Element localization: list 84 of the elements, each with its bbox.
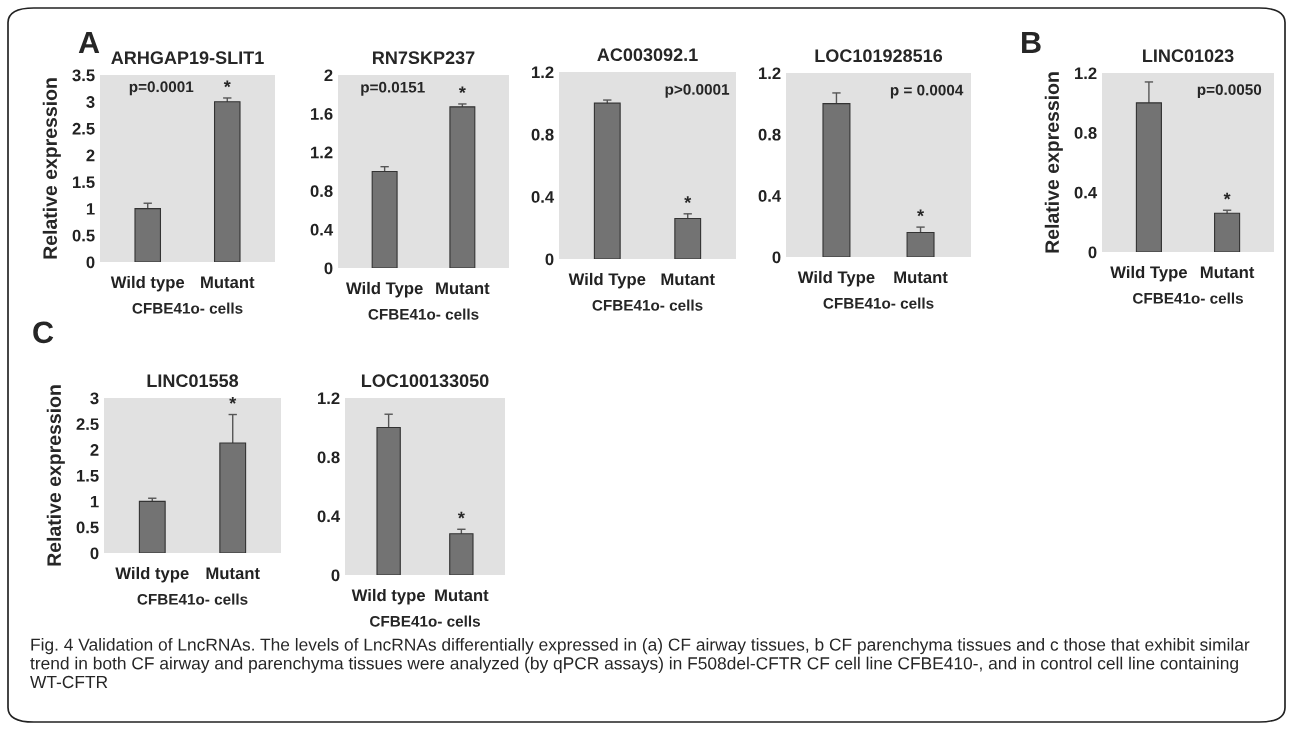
chart-title: LINC01023 xyxy=(1143,49,1234,63)
y-tick-label: 0.4 xyxy=(310,223,334,236)
y-tick-label: 1.6 xyxy=(311,108,333,120)
y-tick-label: 1 xyxy=(90,495,99,508)
y-tick-label: 1.2 xyxy=(759,67,781,80)
x-tick-label: Mutant xyxy=(206,567,260,580)
y-tick-label: 3 xyxy=(86,96,95,108)
y-axis-title: Relative expression xyxy=(46,385,65,566)
annotation: p=0.0001 xyxy=(129,81,194,96)
chart-title: AC003092.1 xyxy=(597,48,698,62)
annotation: * xyxy=(458,86,466,94)
y-tick-label: 2.5 xyxy=(72,122,95,135)
x-axis-title: CFBE41o- cells xyxy=(132,302,243,314)
annotation: p=0.0050 xyxy=(1197,84,1262,99)
y-tick-label: 0.8 xyxy=(531,128,554,141)
y-axis-title: Relative expression xyxy=(42,78,61,259)
y-tick-label: 0.5 xyxy=(76,521,99,534)
y-tick-label: 1.5 xyxy=(73,176,95,189)
y-tick-label: 0 xyxy=(772,251,781,264)
x-axis-title: CFBE41o- cells xyxy=(370,615,480,627)
x-tick-label: Wild type xyxy=(115,566,189,583)
caption: Fig. 4 Validation of LncRNAs. The levels of LncRNAs differentially expressed in (a) CF airway tissues, b CF parenchyma tissues and c those that exhibit similar trend in both CF airway and parenchyma tissues were analyzed (by qPCR assays) in F508del-CFTR CF cell line CFBE410-, and in control cell line containing WT-CFTR xyxy=(30,638,1250,689)
annotation: * xyxy=(917,209,925,217)
y-tick-label: 0.4 xyxy=(758,190,782,202)
x-tick-label: Mutant xyxy=(894,271,948,284)
annotation: p>0.0001 xyxy=(665,83,730,98)
x-tick-label: Wild Type xyxy=(1110,265,1188,282)
y-tick-label: 0.8 xyxy=(1074,127,1097,139)
x-tick-label: Wild Type xyxy=(568,272,646,289)
x-tick-label: Wild type xyxy=(351,588,426,605)
y-tick-label: 0.4 xyxy=(531,191,555,203)
y-tick-label: 1.5 xyxy=(77,470,99,482)
y-tick-label: 0.8 xyxy=(758,128,781,141)
y-tick-label: 0 xyxy=(86,256,95,269)
x-tick-label: Mutant xyxy=(436,282,490,295)
y-tick-label: 0 xyxy=(1088,246,1097,259)
x-tick-label: Wild Type xyxy=(345,281,423,298)
y-tick-label: 1.2 xyxy=(1075,67,1097,80)
chart-title: ARHGAP19-SLIT1 xyxy=(111,51,264,65)
annotation: * xyxy=(229,396,237,404)
y-tick-label: 1.2 xyxy=(311,146,333,159)
y-tick-label: 0.5 xyxy=(72,229,95,242)
text: A xyxy=(78,31,100,53)
y-tick-label: 0 xyxy=(331,569,340,582)
x-tick-label: Mutant xyxy=(435,589,489,602)
y-tick-label: 0.4 xyxy=(317,510,341,523)
x-tick-label: Mutant xyxy=(661,273,715,286)
y-tick-label: 2.5 xyxy=(76,418,99,431)
y-tick-label: 0.8 xyxy=(317,451,340,464)
chart-title: LOC100133050 xyxy=(361,374,489,388)
x-axis-title: CFBE41o- cells xyxy=(1133,292,1243,304)
x-tick-label: Mutant xyxy=(1200,266,1255,279)
y-tick-label: 3.5 xyxy=(72,69,95,82)
x-tick-label: Wild Type xyxy=(797,270,875,287)
x-axis-title: CFBE41o- cells xyxy=(137,593,248,605)
chart-title: RN7SKP237 xyxy=(373,51,475,65)
x-axis-title: CFBE41o- cells xyxy=(823,297,934,309)
annotation: p = 0.0004 xyxy=(890,84,964,99)
y-tick-label: 0.4 xyxy=(1074,186,1098,199)
y-tick-label: 3 xyxy=(90,392,99,405)
y-tick-label: 1 xyxy=(86,203,95,215)
y-axis-title: Relative expression xyxy=(1044,72,1063,253)
x-tick-label: Wild type xyxy=(110,275,185,292)
chart-title: LOC101928516 xyxy=(815,49,943,63)
annotation: * xyxy=(223,80,231,88)
y-tick-label: 0 xyxy=(324,262,333,275)
x-axis-title: CFBE41o- cells xyxy=(592,299,703,311)
text: B xyxy=(1022,31,1041,53)
y-tick-label: 1.2 xyxy=(318,392,340,405)
annotation: * xyxy=(684,196,692,203)
y-tick-label: 0.8 xyxy=(310,185,333,197)
x-axis-title: CFBE41o- cells xyxy=(368,308,479,320)
text: C xyxy=(33,321,54,344)
y-tick-label: 2 xyxy=(90,444,99,456)
y-tick-label: 2 xyxy=(324,69,333,82)
x-tick-label: Mutant xyxy=(201,276,255,289)
annotation: * xyxy=(457,511,465,519)
y-tick-label: 0 xyxy=(90,547,99,560)
annotation: p=0.0151 xyxy=(361,81,425,96)
annotation: * xyxy=(1223,192,1231,200)
y-tick-label: 2 xyxy=(86,149,95,162)
chart-title: LINC01558 xyxy=(147,374,239,388)
y-tick-label: 0 xyxy=(545,253,554,266)
y-tick-label: 1.2 xyxy=(532,66,554,79)
